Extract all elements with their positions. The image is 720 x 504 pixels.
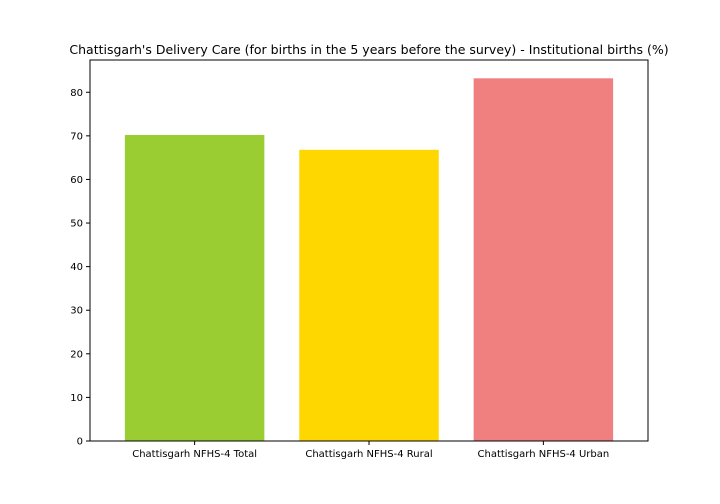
y-tick-label: 20 xyxy=(70,349,83,360)
bar-3 xyxy=(473,78,614,441)
y-tick-label: 70 xyxy=(70,131,83,142)
y-tick-label: 10 xyxy=(70,393,83,404)
bars-group xyxy=(124,78,614,442)
y-tick-label: 60 xyxy=(70,175,83,186)
bar-2 xyxy=(299,149,439,442)
y-tick-label: 40 xyxy=(70,262,83,273)
x-tick-label: Chattisgarh NFHS-4 Total xyxy=(132,449,257,460)
x-tick-label: Chattisgarh NFHS-4 Urban xyxy=(478,449,610,460)
y-axis: 0 10 20 30 40 50 60 70 80 xyxy=(70,88,90,448)
bar-1 xyxy=(124,134,265,441)
y-tick-label: 80 xyxy=(70,88,83,99)
y-tick-label: 50 xyxy=(70,219,83,230)
y-tick-label: 0 xyxy=(77,437,83,448)
y-tick-label: 30 xyxy=(70,306,83,317)
x-axis: Chattisgarh NFHS-4 Total Chattisgarh NFHS… xyxy=(132,441,609,460)
x-tick-label: Chattisgarh NFHS-4 Rural xyxy=(305,449,432,460)
chart-title: Chattisgarh's Delivery Care (for births … xyxy=(69,42,668,57)
plot-frame xyxy=(89,59,649,442)
